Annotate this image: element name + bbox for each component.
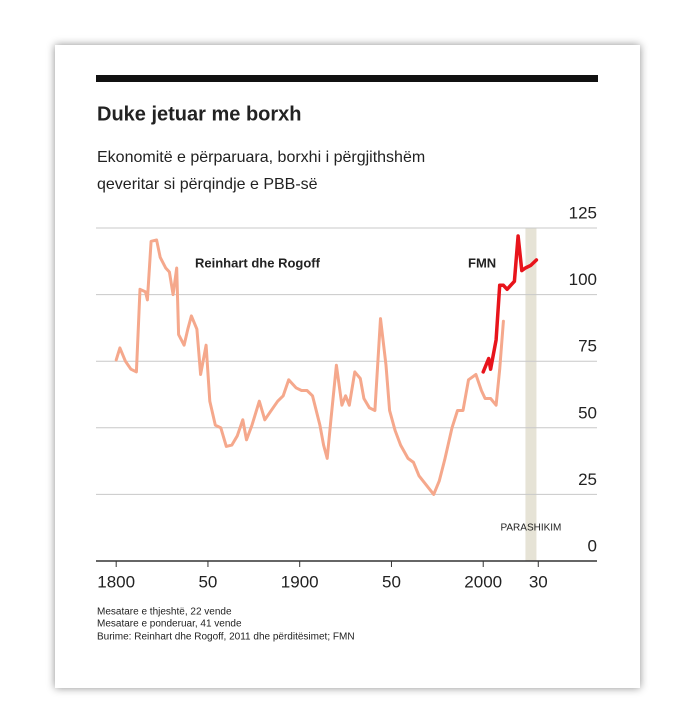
series-label: Reinhart dhe Rogoff	[195, 255, 321, 270]
note: Burime: Reinhart dhe Rogoff, 2011 dhe pë…	[97, 632, 355, 643]
card	[55, 45, 640, 688]
subtitle: Ekonomitë e përparuara, borxhi i përgjit…	[97, 149, 425, 166]
x-tick-label: 50	[382, 572, 401, 591]
note: Mesatare e ponderuar, 41 vende	[97, 619, 242, 630]
forecast-band	[525, 228, 537, 561]
series-line	[114, 238, 505, 496]
y-tick-label: 0	[588, 536, 597, 555]
y-tick-label: 100	[569, 270, 597, 289]
note: Mesatare e thjeshtë, 22 vende	[97, 607, 232, 618]
x-tick-label: 1800	[97, 572, 135, 591]
x-tick-label: 50	[198, 572, 217, 591]
series-line	[481, 234, 539, 374]
y-tick-label: 50	[578, 403, 597, 422]
y-tick-label: 75	[578, 337, 597, 356]
x-tick-label: 1900	[281, 572, 319, 591]
y-tick-label: 25	[578, 470, 597, 489]
subtitle: qeveritar si përqindje e PBB-së	[97, 176, 318, 193]
x-tick-label: 30	[529, 572, 548, 591]
series-label: FMN	[468, 255, 496, 270]
chart-title: Duke jetuar me borxh	[97, 103, 302, 125]
top-bar	[96, 75, 598, 82]
forecast-label: PARASHIKIM	[500, 523, 561, 534]
y-tick-label: 125	[569, 203, 597, 222]
x-tick-label: 2000	[464, 572, 502, 591]
